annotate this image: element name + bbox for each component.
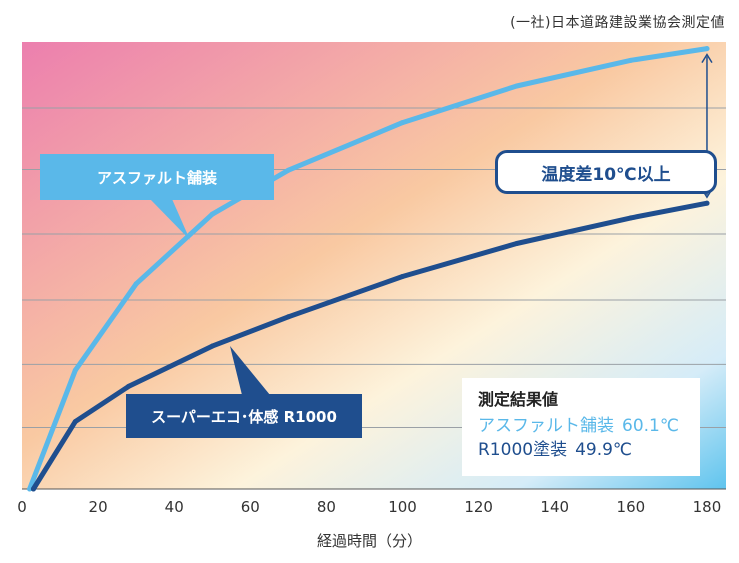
asphalt-result-label: アスファルト舗装: [478, 416, 614, 436]
series-1-point-2: [126, 383, 132, 389]
series-0-point-7: [628, 57, 634, 63]
x-tick-label-4: 80: [317, 498, 336, 516]
series-1-point-1: [72, 419, 78, 425]
series-1-point-5: [400, 273, 406, 279]
source-note: (一社)日本道路建設業協会測定値: [510, 15, 725, 31]
x-tick-label-1: 20: [89, 498, 108, 516]
results-box: 測定結果値 アスファルト舗装 60.1℃ R1000塗装 49.9℃: [462, 378, 700, 476]
x-tick-label-5: 100: [388, 498, 417, 516]
temperature-difference-label: 温度差10℃以上: [495, 150, 717, 194]
series-0-point-1: [72, 367, 78, 373]
series-1-point-4: [285, 314, 291, 320]
series-0-point-0: [27, 486, 33, 492]
x-tick-label-9: 180: [693, 498, 722, 516]
difference-arrow-up: [701, 53, 713, 63]
difference-text: 温度差10℃以上: [541, 164, 671, 185]
r1000-result-value: 49.9℃: [575, 440, 633, 460]
x-tick-label-3: 60: [241, 498, 260, 516]
r1000-callout-tail: [230, 346, 270, 395]
series-1-point-6: [514, 241, 520, 247]
series-0-point-2: [133, 281, 139, 287]
r1000-result-label: R1000塗装: [478, 440, 568, 460]
asphalt-result: アスファルト舗装 60.1℃: [478, 414, 684, 438]
asphalt-callout-label: アスファルト舗装: [96, 168, 217, 187]
series-0-point-6: [514, 83, 520, 89]
series-1-point-0: [30, 486, 36, 492]
x-tick-label-6: 120: [464, 498, 493, 516]
series-0-point-3: [209, 211, 215, 217]
asphalt-callout: アスファルト舗装: [40, 154, 274, 200]
r1000-result: R1000塗装 49.9℃: [478, 438, 684, 462]
series-0-point-8: [704, 46, 710, 52]
x-tick-label-0: 0: [17, 498, 27, 516]
x-tick-label-8: 160: [617, 498, 646, 516]
asphalt-result-value: 60.1℃: [622, 416, 679, 436]
series-0-point-4: [285, 167, 291, 173]
x-tick-label-7: 140: [540, 498, 569, 516]
x-axis-title: 経過時間（分）: [316, 532, 422, 550]
results-title: 測定結果値: [478, 390, 559, 409]
series-1-point-7: [628, 215, 634, 221]
series-1-point-3: [209, 343, 215, 349]
series-0-point-5: [400, 120, 406, 126]
series-1-point-8: [704, 200, 710, 206]
asphalt-callout-tail: [150, 199, 190, 240]
r1000-callout: スーパーエコ･体感 R1000: [126, 394, 362, 438]
x-tick-label-2: 40: [165, 498, 184, 516]
r1000-callout-label: スーパーエコ･体感 R1000: [151, 407, 337, 426]
